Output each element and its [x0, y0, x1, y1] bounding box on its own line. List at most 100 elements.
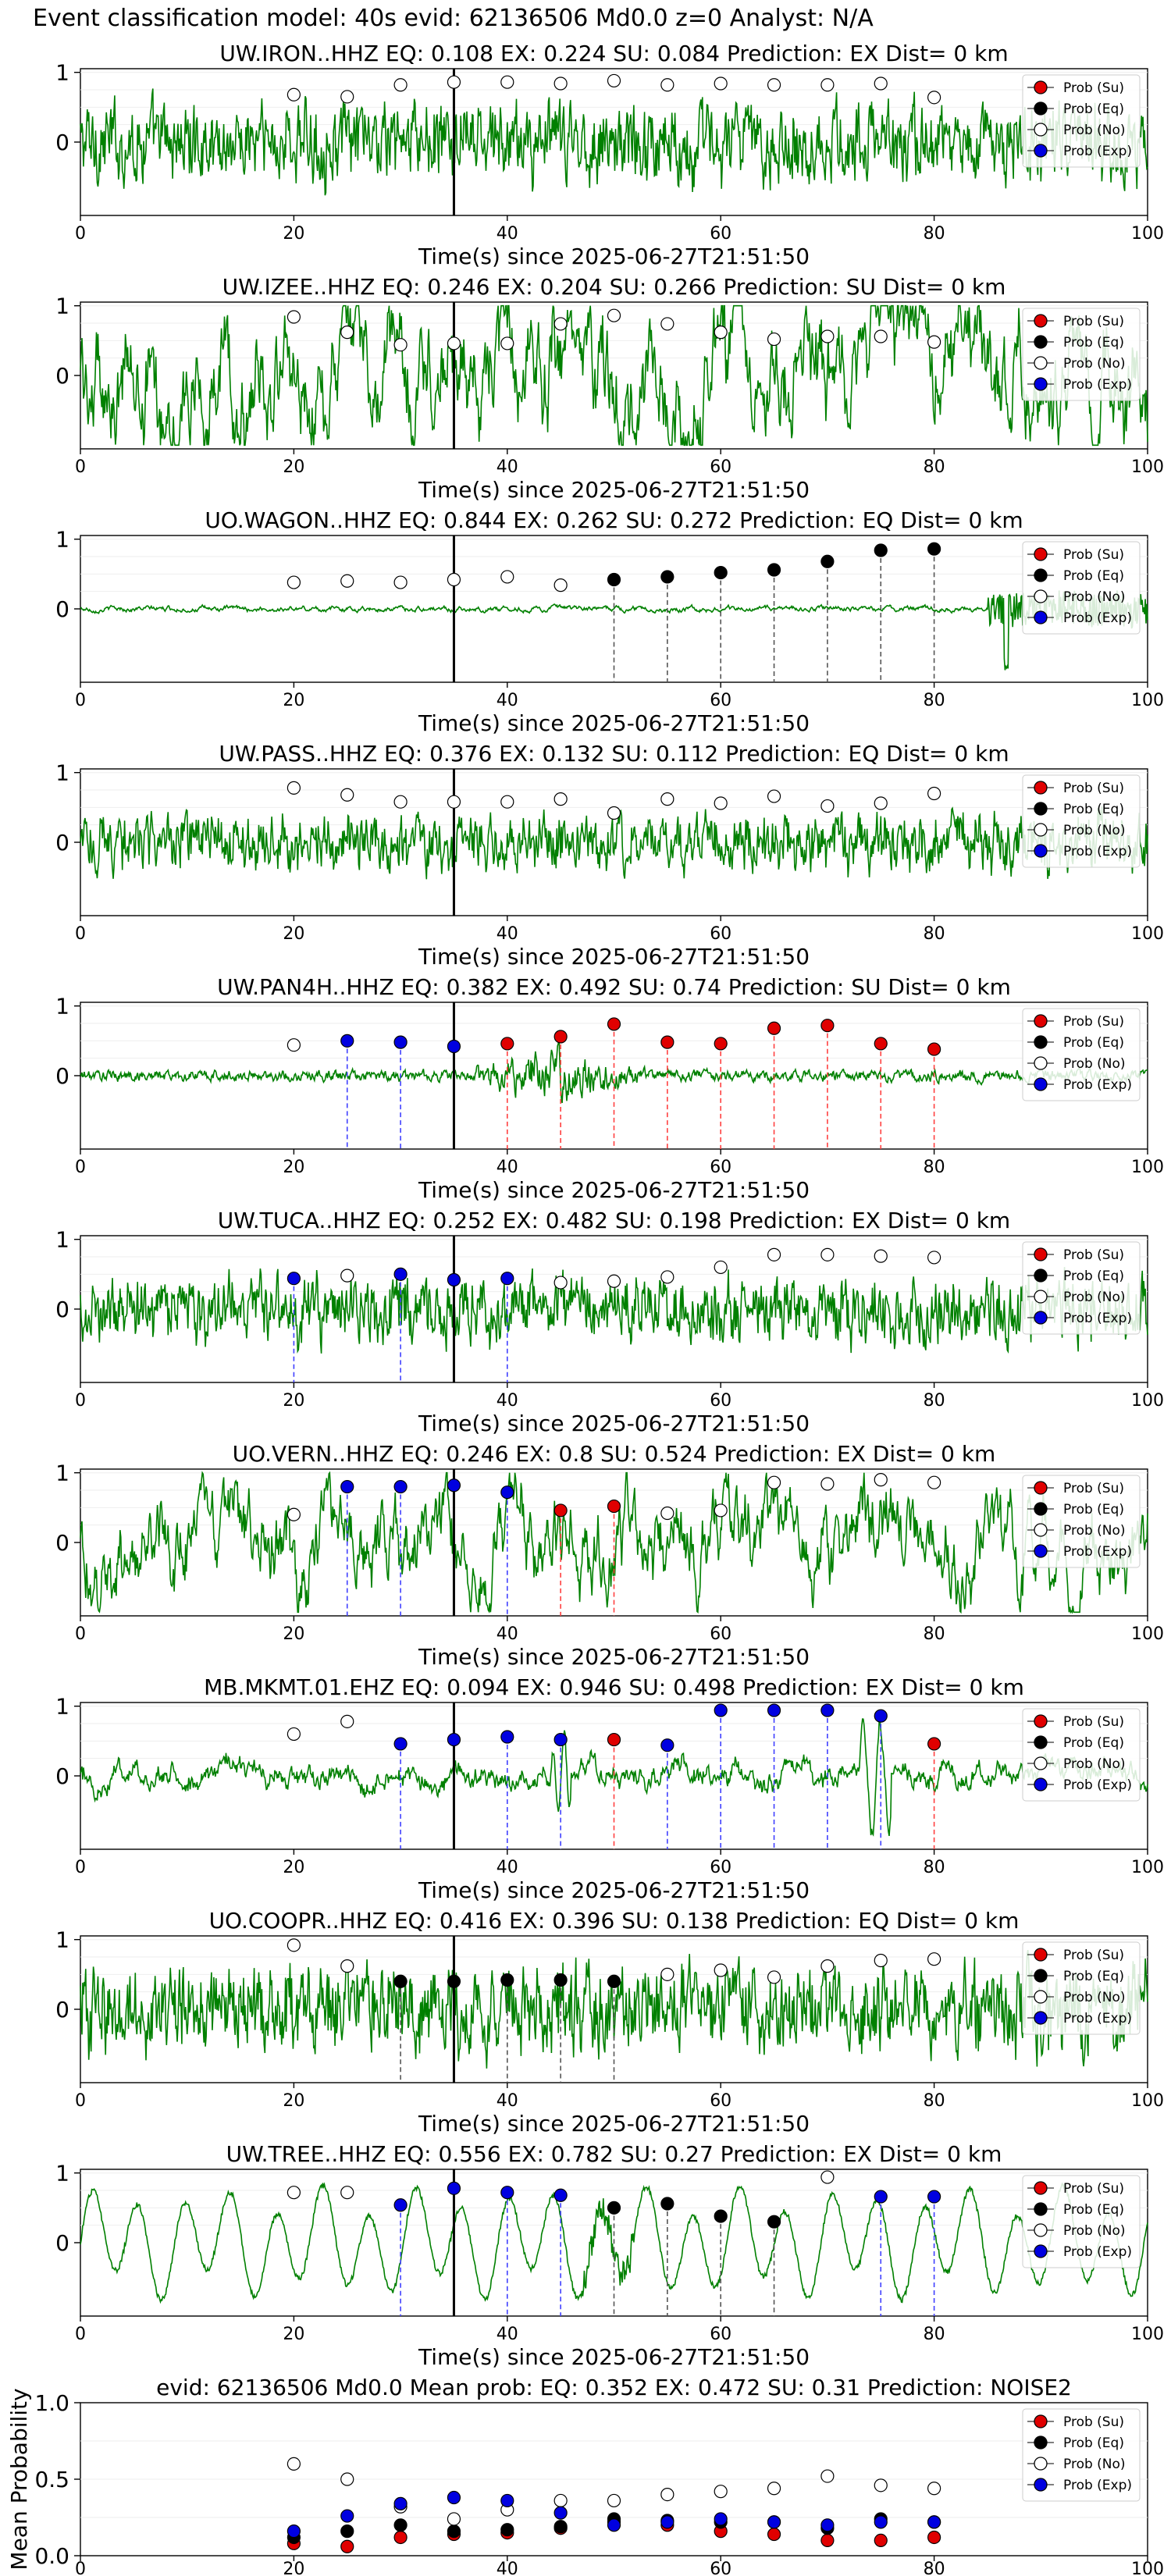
prob-marker-exp	[820, 1703, 835, 1717]
legend-label: Prob (Su)	[1063, 1714, 1124, 1730]
x-tick-label: 60	[710, 924, 731, 944]
x-tick-label: 60	[710, 1624, 731, 1644]
prob-marker-no	[500, 336, 514, 350]
legend-label: Prob (No)	[1063, 2223, 1126, 2239]
legend-label: Prob (Eq)	[1063, 1502, 1124, 1517]
y-tick-label: 0.0	[34, 2543, 69, 2569]
legend-label: Prob (No)	[1063, 1756, 1126, 1772]
prob-marker-no	[553, 76, 568, 91]
y-axis-label: Mean Probability	[6, 2388, 32, 2570]
x-tick-label: 80	[924, 2325, 945, 2344]
x-tick-label: 20	[283, 691, 304, 710]
x-tick-label: 40	[497, 2325, 518, 2344]
legend-marker-no	[1034, 1056, 1048, 1070]
legend-label: Prob (No)	[1063, 1056, 1126, 1072]
legend-marker-eq	[1034, 2435, 1048, 2450]
panel-title: UW.IZEE..HHZ EQ: 0.246 EX: 0.204 SU: 0.2…	[222, 274, 1006, 300]
prob-marker-no	[287, 87, 301, 101]
y-tick-label: 0.5	[34, 2467, 69, 2492]
x-tick-label: 20	[283, 1391, 304, 1411]
prob-marker-no	[874, 1249, 888, 1263]
legend-marker-no	[1034, 2457, 1048, 2471]
y-tick-label: 1	[55, 527, 69, 553]
legend-label: Prob (Eq)	[1063, 2435, 1124, 2451]
prob-marker-su	[553, 1503, 568, 1517]
prob-marker-no	[714, 76, 728, 91]
mean-marker-no	[874, 2478, 888, 2492]
y-tick-label: 0	[55, 596, 69, 622]
legend-box	[1022, 1475, 1141, 1568]
y-tick-label: 0	[55, 1297, 69, 1322]
prob-marker-exp	[287, 1272, 301, 1286]
mean-marker-exp	[447, 2490, 461, 2505]
figure-title: Event classification model: 40s evid: 62…	[33, 5, 874, 32]
prob-marker-exp	[500, 2186, 514, 2200]
prob-marker-no	[874, 796, 888, 810]
mean-marker-exp	[340, 2509, 354, 2523]
legend-box	[1022, 541, 1141, 635]
x-tick-label: 40	[497, 1391, 518, 1411]
prob-marker-exp	[447, 1039, 461, 1054]
prob-marker-eq	[660, 2197, 674, 2211]
legend-label: Prob (No)	[1063, 589, 1126, 605]
legend-marker-eq	[1034, 335, 1048, 349]
prob-marker-exp	[660, 1738, 674, 1752]
waveform-trace	[80, 1718, 1148, 1837]
panel-mean-probability: Prob (Su) Prob (Eq) Prob (No) Prob (Exp) evi…	[6, 2375, 1164, 2576]
legend-label: Prob (Exp)	[1063, 1311, 1132, 1326]
waveform-trace	[80, 1267, 1148, 1354]
legend-label: Prob (Eq)	[1063, 2202, 1124, 2218]
x-axis-label: Time(s) since 2025-06-27T21:51:50	[418, 2111, 810, 2137]
legend-label: Prob (Su)	[1063, 1247, 1124, 1263]
x-tick-label: 0	[75, 224, 86, 244]
x-tick-label: 100	[1131, 2560, 1164, 2576]
prob-marker-exp	[340, 1034, 354, 1048]
panel-title: UW.PASS..HHZ EQ: 0.376 EX: 0.132 SU: 0.1…	[219, 741, 1009, 767]
prob-marker-no	[767, 332, 781, 347]
x-tick-label: 80	[924, 457, 945, 477]
panel-uw-tree--hhz: Prob (Su) Prob (Eq) Prob (No) Prob (Exp) UW.…	[55, 2141, 1164, 2370]
prob-marker-no	[874, 1953, 888, 1968]
legend-label: Prob (No)	[1063, 1290, 1126, 1305]
x-tick-label: 20	[283, 1158, 304, 1177]
prob-marker-no	[660, 1270, 674, 1284]
prob-marker-no	[340, 1959, 354, 1973]
x-tick-label: 40	[497, 2091, 518, 2111]
prob-marker-eq	[607, 2201, 621, 2215]
prob-marker-su	[714, 1037, 728, 1051]
mean-marker-exp	[820, 2518, 835, 2532]
x-tick-label: 60	[710, 224, 731, 244]
legend-label: Prob (Su)	[1063, 1948, 1124, 1963]
x-tick-label: 20	[283, 924, 304, 944]
prob-marker-no	[820, 2170, 835, 2184]
prob-marker-no	[660, 1506, 674, 1521]
prob-marker-no	[287, 1038, 301, 1052]
legend-label: Prob (Eq)	[1063, 568, 1124, 584]
legend-marker-exp	[1034, 610, 1048, 624]
x-axis-label: Time(s) since 2025-06-27T21:51:50	[418, 1644, 810, 1670]
x-tick-label: 20	[283, 1858, 304, 1877]
prob-marker-no	[820, 329, 835, 343]
legend-label: Prob (No)	[1063, 823, 1126, 838]
prob-marker-no	[820, 1959, 835, 1973]
prob-marker-no	[660, 317, 674, 331]
legend-marker-eq	[1034, 2202, 1048, 2216]
mean-marker-su	[393, 2530, 408, 2545]
prob-marker-no	[287, 781, 301, 795]
prob-marker-no	[660, 1967, 674, 1981]
panel-uw-iron--hhz: Prob (Su) Prob (Eq) Prob (No) Prob (Exp) UW.…	[55, 41, 1164, 269]
mean-marker-su	[820, 2533, 835, 2547]
mean-marker-no	[553, 2493, 568, 2508]
legend-label: Prob (Su)	[1063, 781, 1124, 796]
legend-label: Prob (No)	[1063, 2457, 1126, 2472]
legend-label: Prob (Su)	[1063, 2181, 1124, 2197]
y-tick-label: 0	[55, 830, 69, 856]
prob-marker-no	[340, 90, 354, 104]
legend-marker-exp	[1034, 144, 1048, 158]
legend-label: Prob (Su)	[1063, 314, 1124, 329]
mean-marker-exp	[287, 2524, 301, 2539]
x-tick-label: 20	[283, 2325, 304, 2344]
legend-box	[1022, 1008, 1141, 1101]
legend-marker-no	[1034, 2223, 1048, 2237]
prob-marker-exp	[393, 1035, 408, 1049]
